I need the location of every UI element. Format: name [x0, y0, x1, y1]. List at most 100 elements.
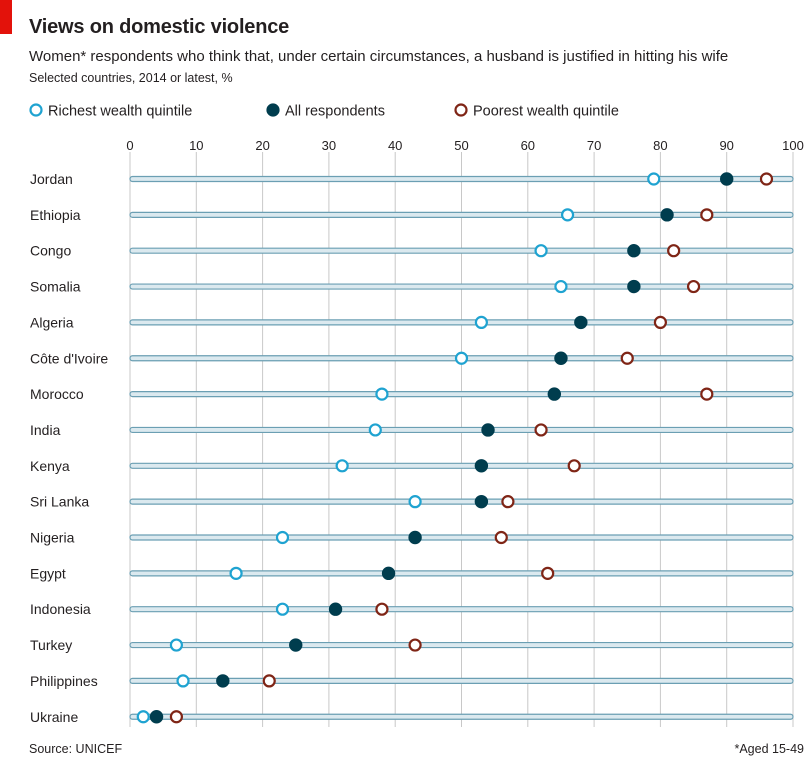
country-row: Turkey: [30, 637, 794, 653]
point-richest: [408, 495, 422, 509]
country-label: Indonesia: [30, 601, 91, 617]
point-poorest: [494, 530, 508, 545]
point-richest: [368, 423, 382, 437]
country-label: Ethiopia: [30, 207, 81, 223]
track-bar: [129, 677, 794, 685]
point-poorest: [501, 495, 515, 509]
point-richest: [647, 172, 661, 186]
country-label: Algeria: [30, 314, 74, 330]
legend-marker-poorest: [454, 103, 468, 117]
point-richest: [169, 638, 184, 652]
country-label: Congo: [30, 243, 71, 259]
legend-marker-all: [266, 103, 280, 117]
point-richest: [560, 208, 575, 222]
track-bar: [129, 641, 794, 649]
country-row: Egypt: [30, 565, 794, 581]
brand-red-tag: [0, 0, 12, 34]
track-bar: [129, 175, 794, 183]
point-poorest: [567, 459, 581, 473]
x-tick-label-100: 100: [782, 138, 804, 153]
point-all: [574, 315, 588, 330]
point-richest: [474, 315, 488, 329]
country-row: Jordan: [30, 171, 794, 187]
country-label: Ukraine: [30, 709, 78, 725]
x-tick-label-60: 60: [521, 138, 535, 153]
footnote: *Aged 15-49: [734, 742, 804, 756]
legend: Richest wealth quintile All respondents Po…: [29, 103, 619, 120]
point-poorest: [686, 279, 701, 294]
point-poorest: [262, 674, 276, 688]
point-richest: [454, 351, 469, 365]
country-row: Ethiopia: [30, 207, 794, 223]
x-tick-label-40: 40: [388, 138, 402, 153]
country-label: Sri Lanka: [30, 494, 89, 510]
x-tick-label-90: 90: [719, 138, 733, 153]
x-tick-label-80: 80: [653, 138, 667, 153]
point-all: [408, 530, 422, 545]
point-richest: [229, 566, 243, 580]
country-label: Côte d'Ivoire: [30, 350, 108, 366]
source-note: Source: UNICEF: [29, 742, 123, 756]
point-all: [720, 172, 734, 186]
country-row: India: [30, 422, 794, 438]
country-row: Morocco: [30, 386, 794, 402]
country-row: Congo: [30, 243, 794, 259]
point-all: [149, 710, 164, 724]
point-poorest: [375, 602, 389, 616]
point-all: [474, 459, 489, 473]
point-poorest: [700, 387, 714, 401]
point-all: [328, 602, 343, 616]
point-all: [627, 244, 641, 258]
track-bar: [129, 498, 794, 505]
country-row: Indonesia: [30, 601, 794, 617]
track-bar: [129, 606, 794, 613]
track-bar: [129, 319, 794, 326]
x-tick-label-0: 0: [126, 138, 133, 153]
legend-marker-richest: [29, 103, 43, 117]
country-row: Kenya: [30, 458, 794, 474]
country-label: Kenya: [30, 458, 70, 474]
point-richest: [275, 602, 290, 616]
chart-subtitle-secondary: Selected countries, 2014 or latest, %: [29, 71, 233, 85]
track-bar: [129, 462, 794, 469]
point-poorest: [759, 172, 774, 186]
country-label: Morocco: [30, 386, 84, 402]
country-row: Nigeria: [30, 530, 794, 546]
country-row: Sri Lanka: [30, 494, 794, 510]
point-richest: [554, 279, 568, 294]
grid-lines: [129, 152, 794, 727]
country-row: Somalia: [30, 279, 794, 295]
country-row: Philippines: [30, 673, 794, 689]
country-label: Somalia: [30, 279, 81, 295]
chart-subtitle: Women* respondents who think that, under…: [29, 48, 729, 65]
point-richest: [335, 459, 349, 473]
point-poorest: [620, 351, 634, 365]
track-bar: [129, 713, 794, 720]
country-row: Ukraine: [30, 709, 794, 725]
point-all: [554, 351, 568, 365]
point-all: [216, 674, 230, 688]
country-row: Côte d'Ivoire: [30, 350, 794, 366]
x-axis-ticks: 0 10 20 30 40 50 60 70 80 90 100: [126, 138, 803, 153]
track-bar: [129, 391, 794, 398]
country-rows: Jordan Ethiopia Congo Somalia Algeria Côte d'…: [30, 171, 794, 725]
country-label: Philippines: [30, 673, 98, 689]
country-row: Algeria: [30, 314, 794, 330]
track-bar: [129, 211, 794, 218]
x-tick-label-50: 50: [454, 138, 468, 153]
country-label: India: [30, 422, 61, 438]
legend-label-richest: Richest wealth quintile: [48, 104, 192, 120]
point-richest: [176, 674, 190, 688]
point-poorest: [541, 566, 555, 580]
chart-title: Views on domestic violence: [29, 16, 290, 38]
point-richest: [534, 244, 548, 258]
x-tick-label-70: 70: [587, 138, 601, 153]
x-tick-label-20: 20: [255, 138, 269, 153]
point-all: [481, 423, 495, 437]
point-all: [547, 387, 562, 401]
track-bar: [129, 534, 794, 541]
point-all: [474, 494, 489, 509]
country-label: Egypt: [30, 565, 66, 581]
point-poorest: [408, 638, 422, 652]
